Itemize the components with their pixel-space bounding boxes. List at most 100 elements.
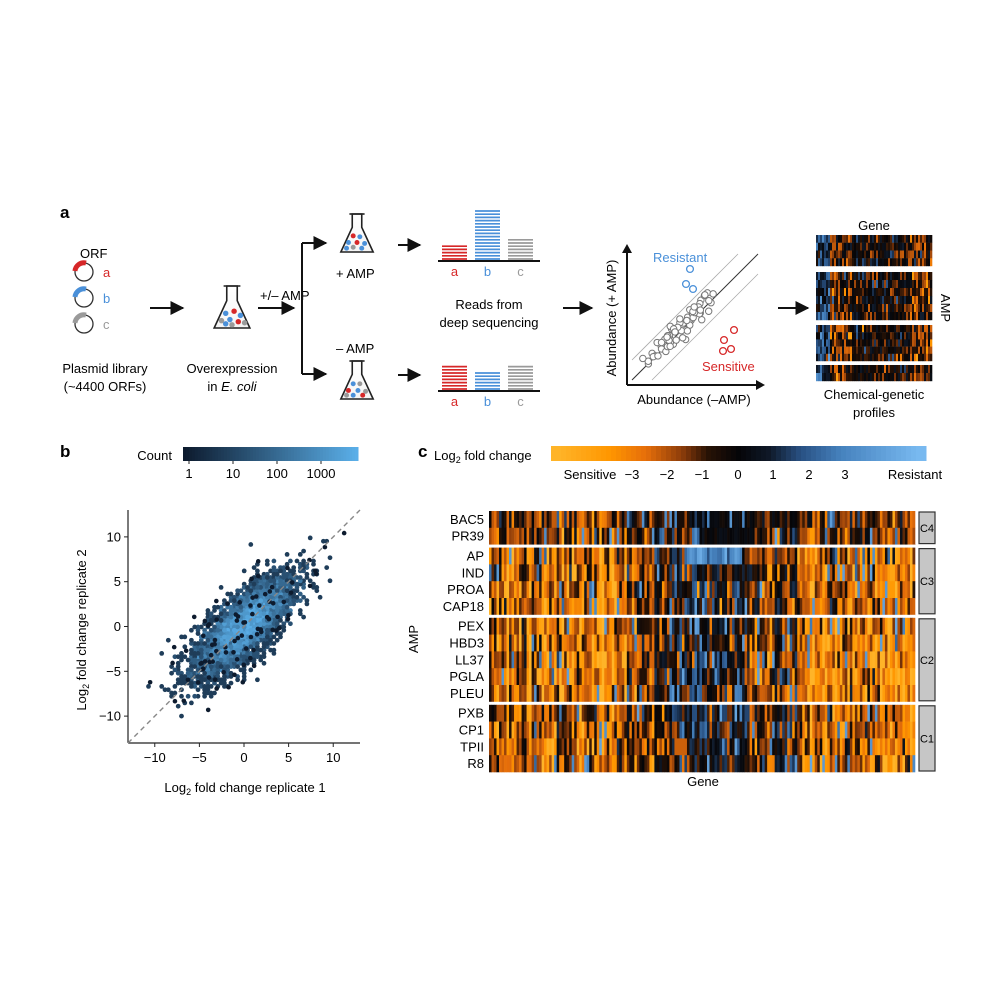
heatmap-row-bac5 bbox=[489, 511, 916, 529]
count-colorbar-label: Count bbox=[137, 448, 172, 463]
fold-change-label: −3 bbox=[625, 467, 640, 482]
orf-label: ORF bbox=[80, 246, 108, 261]
b-ytick: 0 bbox=[114, 619, 121, 634]
cluster-c4: C4 bbox=[918, 511, 936, 545]
fold-change-label: −1 bbox=[695, 467, 710, 482]
heatmap-row-label-pxb: PXB bbox=[458, 706, 484, 721]
heatmap-row-label-pex: PEX bbox=[458, 619, 484, 634]
heatmap-row-tpii bbox=[489, 738, 916, 756]
heatmap-row-label-pgla: PGLA bbox=[449, 669, 484, 684]
overexpression-flask bbox=[212, 285, 252, 329]
fold-change-label: −2 bbox=[660, 467, 675, 482]
cluster-label: C2 bbox=[920, 655, 934, 667]
plus-bar-b bbox=[475, 210, 500, 260]
fold-change-colorbar: Sensitive −3 −2 −1 0 1 2 3 Resistant bbox=[551, 446, 942, 482]
panel-c-xlabel: Gene bbox=[687, 774, 719, 789]
heatmap-row-proa bbox=[489, 581, 916, 599]
cluster-label: C1 bbox=[920, 733, 934, 745]
schematic-ylabel: Abundance (+ AMP) bbox=[604, 260, 619, 377]
count-tick-1000: 1000 bbox=[307, 466, 336, 481]
plus-bar-c bbox=[508, 238, 533, 260]
minus-amp-reads: a b c bbox=[438, 365, 540, 409]
heatmap-row-label-pr39: PR39 bbox=[451, 529, 484, 544]
cluster-c1: C1 bbox=[918, 705, 936, 772]
plus-bar-a bbox=[442, 245, 467, 260]
heatmap-row-cp1 bbox=[489, 721, 916, 739]
heatmap-row-ll37 bbox=[489, 651, 916, 669]
sensitive-label: Sensitive bbox=[702, 359, 755, 374]
plasmid-letter-c: c bbox=[103, 317, 110, 332]
cluster-c3: C3 bbox=[918, 547, 936, 615]
fold-change-label: 3 bbox=[841, 467, 848, 482]
heatmap-row-pleu bbox=[489, 685, 916, 703]
minus-bar-c bbox=[508, 365, 533, 390]
count-tick-1: 1 bbox=[185, 466, 192, 481]
b-xtick: −10 bbox=[144, 750, 166, 765]
panel-c-ylabel: AMP bbox=[406, 625, 421, 653]
schematic-scatter: Abundance (+ AMP) Abundance (–AMP) Resis… bbox=[604, 244, 765, 407]
profiles-caption-line2: profiles bbox=[853, 405, 895, 420]
b-xtick: 5 bbox=[285, 750, 292, 765]
heatmap-row-label-ll37: LL37 bbox=[455, 652, 484, 667]
b-xtick: −5 bbox=[192, 750, 207, 765]
count-tick-10: 10 bbox=[226, 466, 240, 481]
b-ytick: 10 bbox=[107, 529, 121, 544]
heatmap-row-label-cp1: CP1 bbox=[459, 723, 484, 738]
plus-bar-label-b: b bbox=[484, 264, 491, 279]
plus-amp-label: + AMP bbox=[336, 266, 375, 281]
profiles-gene-label: Gene bbox=[858, 218, 890, 233]
minus-amp-flask bbox=[339, 360, 375, 400]
plasmid-letter-a: a bbox=[103, 265, 111, 280]
plasmid-letter-b: b bbox=[103, 291, 110, 306]
fold-change-label: 1 bbox=[769, 467, 776, 482]
plasmid-library: ORF abc Plasmid library (~4400 ORFs) bbox=[62, 246, 148, 394]
minus-bar-a bbox=[442, 365, 467, 390]
heatmap-row-pgla bbox=[489, 668, 916, 686]
library-caption-line1: Plasmid library bbox=[62, 361, 148, 376]
heatmap-row-label-pleu: PLEU bbox=[450, 686, 484, 701]
count-tick-100: 100 bbox=[266, 466, 288, 481]
panel-b-label: b bbox=[60, 442, 70, 461]
heatmap-row-label-bac5: BAC5 bbox=[450, 512, 484, 527]
hexbin-plot: −10 −5 0 5 10 −10 −5 0 5 10 bbox=[99, 509, 361, 765]
panel-c-label: c bbox=[418, 442, 427, 461]
fold-change-label: Sensitive bbox=[564, 467, 617, 482]
b-xtick: 0 bbox=[240, 750, 247, 765]
minus-bar-label-b: b bbox=[484, 394, 491, 409]
reads-caption-line1: Reads from bbox=[455, 297, 522, 312]
plus-bar-label-a: a bbox=[451, 264, 459, 279]
fold-change-label: 0 bbox=[734, 467, 741, 482]
panel-b-ylabel: Log2 fold change replicate 2 bbox=[74, 549, 91, 710]
panel-b-xlabel: Log2 fold change replicate 1 bbox=[164, 780, 325, 797]
fold-change-label: Resistant bbox=[888, 467, 943, 482]
fold-change-colorbar-title: Log2 fold change bbox=[434, 448, 532, 465]
cluster-label: C3 bbox=[920, 576, 934, 588]
minus-bar-label-a: a bbox=[451, 394, 459, 409]
b-xtick: 10 bbox=[326, 750, 340, 765]
heatmap-row-ind bbox=[489, 564, 916, 582]
heatmap-row-label-proa: PROA bbox=[447, 582, 484, 597]
profiles-caption-line1: Chemical-genetic bbox=[824, 387, 925, 402]
fold-change-label: 2 bbox=[805, 467, 812, 482]
heatmap-row-label-hbd3: HBD3 bbox=[449, 636, 484, 651]
library-caption-line2: (~4400 ORFs) bbox=[64, 379, 147, 394]
panel-b: b Count 1 10 100 1000 −10 −5 0 5 10 −10 −5 0 5 10 Lo… bbox=[60, 442, 361, 797]
heatmap-row-hbd3 bbox=[489, 634, 916, 652]
heatmap-row-cap18 bbox=[489, 598, 916, 616]
schematic-xlabel: Abundance (–AMP) bbox=[637, 392, 750, 407]
heatmap-row-r8 bbox=[489, 755, 916, 773]
profiles-amp-label: AMP bbox=[938, 294, 953, 322]
minus-amp-label: – AMP bbox=[336, 341, 374, 356]
panel-a-label: a bbox=[60, 203, 70, 222]
plasmid-a: a bbox=[72, 260, 111, 282]
panel-c: c Log2 fold change Sensitive −3 −2 −1 0 1 2 3 Re… bbox=[406, 442, 942, 789]
overexpression-caption-line1: Overexpression bbox=[186, 361, 277, 376]
profiles-heatmap bbox=[816, 235, 933, 382]
heatmap-row-pex bbox=[489, 617, 916, 635]
treatment-label: +/– AMP bbox=[260, 288, 310, 303]
heatmap-row-ap bbox=[489, 547, 916, 565]
heatmap-row-label-r8: R8 bbox=[467, 756, 484, 771]
heatmap-row-label-tpii: TPII bbox=[460, 739, 484, 754]
heatmap-row-label-ind: IND bbox=[462, 565, 484, 580]
